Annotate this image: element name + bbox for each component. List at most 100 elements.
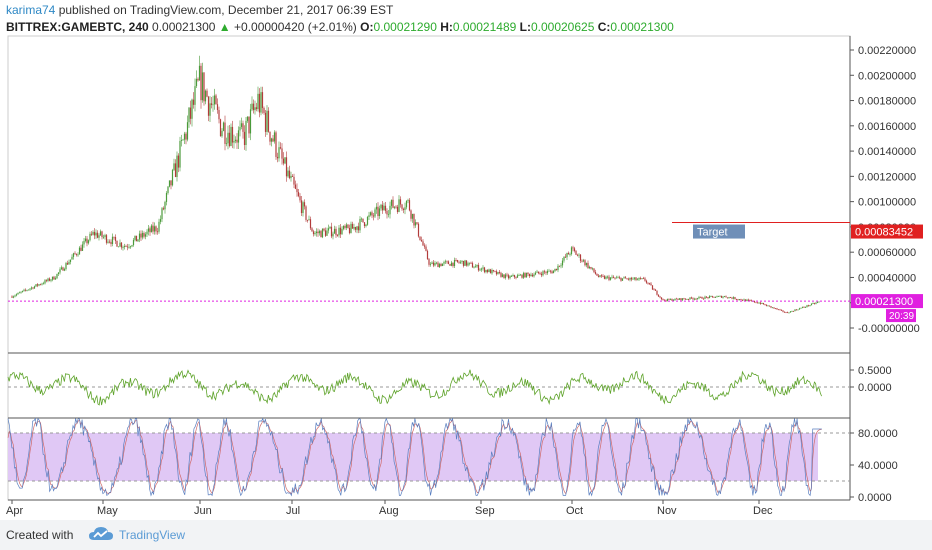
candle-body [107,241,109,243]
candle-body [362,218,364,223]
candle-body [623,277,625,279]
candle-body [659,296,661,298]
candle-body [656,290,658,295]
candle-body [188,107,190,123]
candle-body [60,267,63,270]
tradingview-cloud-icon[interactable] [88,526,114,542]
candle-body [612,276,615,278]
candle-body [333,228,336,234]
candle-body [372,215,375,217]
candle-body [473,267,475,269]
candle-body [141,232,144,238]
candle-body [368,215,370,218]
tradingview-brand[interactable]: TradingView [119,528,186,542]
chart-canvas[interactable]: 0.00220000 0.00200000 0.00180000 0.00160000… [0,0,932,520]
candle-body [302,202,304,214]
candle-body [68,261,70,265]
author-link[interactable]: karima74 [6,3,56,17]
candle-body [272,138,274,142]
candle-body [792,310,795,312]
candle-body [437,262,439,268]
candle-body [204,90,207,102]
candle-body [155,226,157,232]
stoch-tick-label: 40.0000 [858,460,898,472]
candle-body [602,275,604,277]
candle-body [561,260,564,266]
candle-body [239,126,241,131]
candle-body [518,275,520,276]
candle-body [485,269,487,273]
candle-body [701,296,703,299]
candle-body [678,298,681,300]
candle-body [192,99,195,105]
candle-body [168,180,171,187]
candle-body [638,278,640,280]
candle-body [287,170,289,177]
candle-body [122,247,124,248]
candle-body [96,232,99,238]
candle-body [705,296,708,298]
candle-body [452,262,454,267]
candle-body [782,310,784,312]
candle-body [501,274,504,277]
candle-body [117,246,120,248]
candle-body [503,274,505,278]
candle-body [266,110,268,132]
candle-body [209,103,211,116]
candle-body [153,226,156,232]
candle-body [548,270,550,272]
candle-body [195,78,198,87]
candle-body [642,278,645,280]
candle-body [324,230,327,236]
candle-body [447,261,450,265]
candle-body [687,299,690,300]
candle-body [341,229,343,235]
candle-body [255,107,258,110]
candle-body [186,122,189,140]
candle-body [566,253,568,258]
symbol-label: BITTREX:GAMEBTC, 240 [6,20,149,34]
candle-body [728,297,730,298]
candle-body [246,116,249,121]
candle-body [483,267,486,273]
candle-body [15,294,18,296]
candle-body [773,307,775,309]
candle-body [56,273,58,279]
candle-body [35,284,37,287]
stoch-band [8,433,818,481]
last-price-value: 0.00021300 [855,296,913,308]
candle-body [395,206,397,208]
candle-body [248,116,250,134]
countdown-tag [886,309,916,323]
candle-body [132,239,135,246]
candle-body [404,207,406,210]
candle-body [159,219,162,222]
candle-body [771,307,774,309]
candle-body [150,225,153,233]
candle-body [126,246,129,248]
candle-body [660,297,663,300]
candle-body [11,296,13,298]
candle-body [101,231,103,237]
candle-body [809,305,811,306]
candle-body [185,133,187,140]
countdown-value: 20:39 [889,311,914,322]
candle-body [585,262,588,266]
candle-body [140,233,142,238]
candle-body [321,228,324,238]
candle-body [342,225,345,230]
candle-body [308,219,310,221]
candle-body [777,309,780,311]
candle-body [228,132,231,146]
candle-body [296,188,298,193]
price-tick-label: 0.00180000 [858,96,916,108]
candle-body [633,277,636,279]
candle-body [597,275,600,277]
candle-body [365,224,367,226]
candle-body [399,199,402,205]
candle-body [723,296,726,298]
candle-body [596,273,598,276]
open-value: 0.00021290 [373,20,437,34]
candle-body [281,148,283,159]
candle-body [434,262,436,266]
